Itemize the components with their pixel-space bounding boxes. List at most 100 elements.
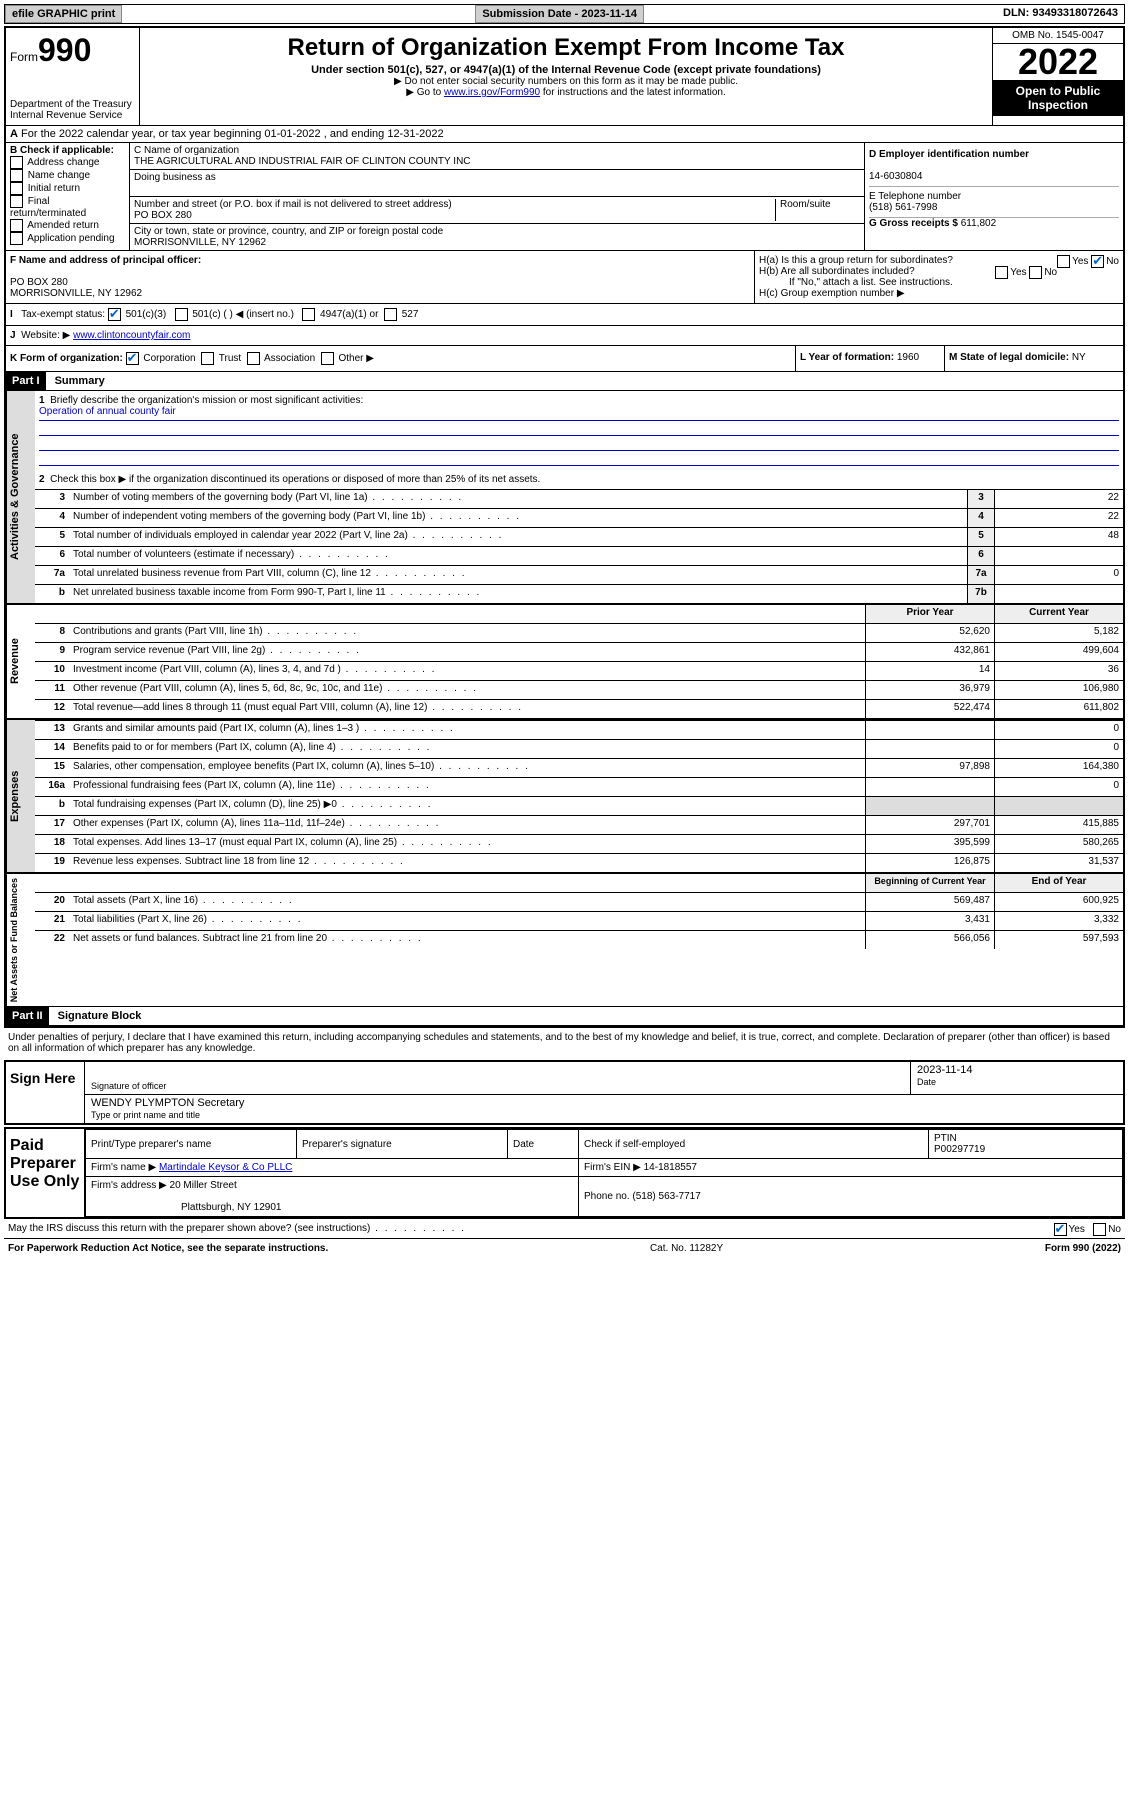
- opt-other: Other ▶: [338, 353, 373, 364]
- state-domicile: NY: [1072, 352, 1086, 363]
- col-prior-year: Prior Year: [865, 605, 994, 623]
- dln: DLN: 93493318072643: [997, 5, 1124, 23]
- prep-sig-label: Preparer's signature: [297, 1130, 508, 1159]
- 501c3-checkbox[interactable]: [108, 308, 121, 321]
- dba-label: Doing business as: [134, 172, 216, 183]
- form-subtitle: Under section 501(c), 527, or 4947(a)(1)…: [144, 64, 988, 76]
- opt-4947: 4947(a)(1) or: [320, 309, 378, 320]
- f-label: F Name and address of principal officer:: [10, 255, 201, 266]
- firm-phone: (518) 563-7717: [632, 1191, 700, 1202]
- data-line: 16aProfessional fundraising fees (Part I…: [35, 777, 1123, 796]
- data-line: 13Grants and similar amounts paid (Part …: [35, 720, 1123, 739]
- ein: 14-6030804: [869, 171, 922, 182]
- hb-label: H(b) Are all subordinates included?: [759, 266, 915, 277]
- city-label: City or town, state or province, country…: [134, 226, 443, 237]
- website-label: Website: ▶: [21, 330, 70, 341]
- org-name: THE AGRICULTURAL AND INDUSTRIAL FAIR OF …: [134, 156, 471, 167]
- date-label: Date: [917, 1077, 936, 1087]
- b-item[interactable]: Name change: [10, 169, 125, 182]
- b-checkboxes: Address change Name change Initial retur…: [10, 156, 125, 245]
- opt-assoc: Association: [264, 353, 315, 364]
- perjury-text: Under penalties of perjury, I declare th…: [4, 1028, 1125, 1058]
- tax-status-label: Tax-exempt status:: [21, 309, 105, 320]
- tab-net-assets: Net Assets or Fund Balances: [6, 874, 35, 1006]
- b-item[interactable]: Final return/terminated: [10, 195, 125, 219]
- firm-name-link[interactable]: Martindale Keysor & Co PLLC: [159, 1162, 292, 1173]
- b-item[interactable]: Initial return: [10, 182, 125, 195]
- data-line: 10Investment income (Part VIII, column (…: [35, 661, 1123, 680]
- suite-label: Room/suite: [776, 199, 860, 221]
- mission-text: Operation of annual county fair: [39, 406, 1119, 421]
- footer: For Paperwork Reduction Act Notice, see …: [4, 1238, 1125, 1258]
- hb-yes-checkbox[interactable]: [995, 266, 1008, 279]
- firm-addr: Firm's address ▶ 20 Miller StreetPlattsb…: [86, 1177, 579, 1217]
- section-expenses: Expenses 13Grants and similar amounts pa…: [6, 718, 1123, 872]
- website-link[interactable]: www.clintoncountyfair.com: [73, 330, 190, 341]
- form-prefix: Form: [10, 50, 38, 64]
- data-line: 12Total revenue—add lines 8 through 11 (…: [35, 699, 1123, 718]
- assoc-checkbox[interactable]: [247, 352, 260, 365]
- type-name-label: Type or print name and title: [91, 1110, 200, 1120]
- gross-label: G Gross receipts $: [869, 218, 958, 229]
- tab-expenses: Expenses: [6, 720, 35, 872]
- sig-officer-label: Signature of officer: [91, 1081, 166, 1091]
- data-line: 19Revenue less expenses. Subtract line 1…: [35, 853, 1123, 872]
- b-item[interactable]: Application pending: [10, 232, 125, 245]
- efile-print-button[interactable]: efile GRAPHIC print: [5, 5, 122, 23]
- ha-label: H(a) Is this a group return for subordin…: [759, 255, 953, 266]
- gov-line: bNet unrelated business taxable income f…: [35, 584, 1123, 603]
- part1-hdr: Part I: [6, 372, 46, 390]
- part2-title: Signature Block: [52, 1007, 148, 1025]
- 4947-checkbox[interactable]: [302, 308, 315, 321]
- row-j: J Website: ▶ www.clintoncountyfair.com: [6, 326, 1123, 346]
- paid-preparer: Paid Preparer Use Only: [6, 1129, 85, 1217]
- 501c-checkbox[interactable]: [175, 308, 188, 321]
- form-header: Form990 Department of the Treasury Inter…: [6, 28, 1123, 126]
- preparer-block: Paid Preparer Use Only Print/Type prepar…: [4, 1127, 1125, 1219]
- hb-note: If "No," attach a list. See instructions…: [759, 277, 1119, 288]
- irs-link[interactable]: www.irs.gov/Form990: [444, 87, 540, 98]
- footer-left: For Paperwork Reduction Act Notice, see …: [8, 1243, 328, 1254]
- firm-ein-label: Firm's EIN ▶: [584, 1162, 641, 1173]
- line2-label: Check this box ▶ if the organization dis…: [50, 474, 540, 485]
- section-fh: F Name and address of principal officer:…: [6, 251, 1123, 304]
- signature-block: Sign Here Signature of officer 2023-11-1…: [4, 1060, 1125, 1125]
- 527-checkbox[interactable]: [384, 308, 397, 321]
- part1-header: Part I Summary: [6, 372, 1123, 391]
- part2-header: Part II Signature Block: [6, 1006, 1123, 1026]
- trust-checkbox[interactable]: [201, 352, 214, 365]
- may-irs-label: May the IRS discuss this return with the…: [8, 1223, 466, 1234]
- note-pre: ▶ Go to: [406, 87, 444, 98]
- phone: (518) 561-7998: [869, 202, 937, 213]
- opt-501c3: 501(c)(3): [126, 309, 167, 320]
- opt-501c: 501(c) ( ) ◀ (insert no.): [192, 309, 294, 320]
- firm-name-label: Firm's name ▶: [91, 1162, 156, 1173]
- gov-line: 3Number of voting members of the governi…: [35, 489, 1123, 508]
- part2-hdr: Part II: [6, 1007, 49, 1025]
- street: PO BOX 280: [134, 210, 192, 221]
- b-item[interactable]: Address change: [10, 156, 125, 169]
- data-line: 17Other expenses (Part IX, column (A), l…: [35, 815, 1123, 834]
- b-item[interactable]: Amended return: [10, 219, 125, 232]
- hc-label: H(c) Group exemption number ▶: [759, 288, 1119, 299]
- section-c: C Name of organization THE AGRICULTURAL …: [130, 143, 865, 250]
- ha-no-checkbox[interactable]: [1091, 255, 1104, 268]
- corp-checkbox[interactable]: [126, 352, 139, 365]
- note-post: for instructions and the latest informat…: [540, 87, 726, 98]
- data-line: bTotal fundraising expenses (Part IX, co…: [35, 796, 1123, 815]
- form-container: Form990 Department of the Treasury Inter…: [4, 26, 1125, 1028]
- data-line: 20Total assets (Part X, line 16)569,4876…: [35, 892, 1123, 911]
- row-a-tax-year: A For the 2022 calendar year, or tax yea…: [6, 126, 1123, 143]
- irs-no-checkbox[interactable]: [1093, 1223, 1106, 1236]
- other-checkbox[interactable]: [321, 352, 334, 365]
- hb-no-checkbox[interactable]: [1029, 266, 1042, 279]
- top-bar: efile GRAPHIC print Submission Date - 20…: [4, 4, 1125, 24]
- irs-yes-checkbox[interactable]: [1054, 1223, 1067, 1236]
- ha-yes-checkbox[interactable]: [1057, 255, 1070, 268]
- firm-ein: 14-1818557: [644, 1162, 697, 1173]
- may-irs-row: May the IRS discuss this return with the…: [4, 1219, 1125, 1238]
- data-line: 11Other revenue (Part VIII, column (A), …: [35, 680, 1123, 699]
- phone-label: Phone no.: [584, 1191, 630, 1202]
- opt-trust: Trust: [219, 353, 241, 364]
- footer-right: Form 990 (2022): [1045, 1243, 1121, 1254]
